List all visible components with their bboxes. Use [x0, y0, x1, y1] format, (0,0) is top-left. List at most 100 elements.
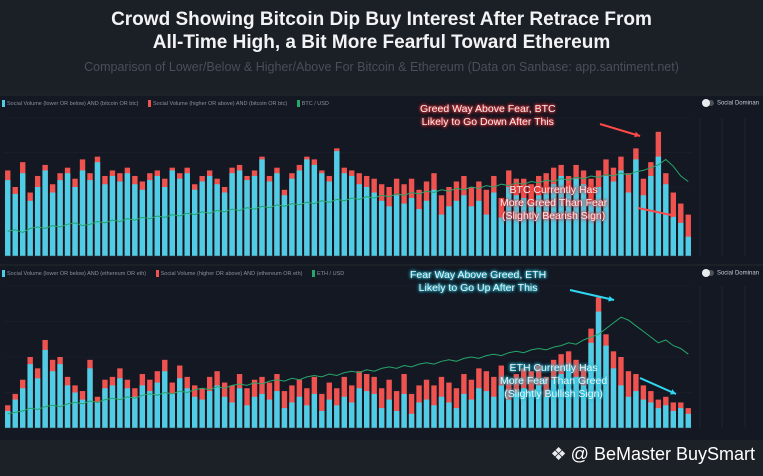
bar-fear [446, 206, 452, 256]
bar-fear [573, 178, 579, 256]
bar-fear [296, 396, 303, 428]
bar-fear [169, 393, 175, 428]
title-line-1: Crowd Showing Bitcoin Dip Buy Interest A… [111, 9, 652, 30]
bar-fear [311, 164, 318, 256]
bar-fear [431, 189, 437, 256]
bar-fear [64, 385, 71, 428]
bar-fear [326, 181, 332, 256]
bar-fear [506, 399, 512, 428]
bar-fear [416, 402, 422, 428]
bar-fear [49, 371, 56, 428]
bar-fear [648, 402, 654, 428]
eth-annotation-bottom: ETH Currently Has More Fear Than Greed (Sl… [500, 362, 608, 400]
bar-fear [221, 396, 228, 428]
bar-fear [498, 385, 504, 428]
bar-fear [655, 156, 662, 256]
bar-fear [610, 181, 617, 256]
bar-fear [169, 170, 175, 256]
bar-fear [536, 195, 542, 256]
bar-fear [42, 349, 48, 428]
bar-fear [27, 364, 33, 428]
bar-fear [49, 192, 56, 256]
bar-fear [177, 178, 183, 256]
bar-fear [289, 402, 295, 428]
bar-fear [139, 385, 146, 428]
bar-fear [266, 181, 273, 256]
btc-legend-fear: Social Volume (lower OR below) AND (bitc… [2, 100, 138, 107]
toggle-switch-icon[interactable] [701, 99, 714, 107]
bar-fear [438, 396, 445, 428]
bar-fear [618, 385, 624, 428]
bar-fear [192, 396, 198, 428]
bar-fear [132, 396, 138, 428]
bar-fear [378, 200, 385, 256]
eth-arrow-top-head [608, 296, 614, 302]
btc-legend: Social Volume (lower OR below) AND (bitc… [2, 100, 337, 112]
bar-fear [513, 393, 519, 428]
bar-fear [393, 410, 400, 428]
bar-fear [319, 410, 325, 428]
bar-fear [423, 399, 430, 428]
bar-fear [364, 391, 370, 428]
bar-fear [491, 396, 497, 428]
bar-fear [640, 399, 647, 428]
bar-fear [618, 170, 624, 256]
bar-fear [162, 371, 168, 428]
bar-fear [304, 405, 310, 428]
bar-fear [431, 405, 437, 428]
bar-fear [326, 399, 332, 428]
btc-panel: Social Volume (lower OR below) AND (bitc… [0, 96, 763, 264]
bar-fear [416, 209, 422, 256]
social-dominance-toggle-2[interactable]: Social Dominan [701, 269, 759, 277]
toggle-switch-icon[interactable] [701, 269, 714, 277]
bar-fear [304, 159, 310, 256]
bar-fear [109, 385, 116, 428]
bar-fear [476, 388, 482, 428]
bar-fear [678, 222, 684, 256]
eth-legend-greed: Social Volume (higher OR above) AND (eth… [155, 270, 302, 277]
bar-fear [446, 402, 452, 428]
eth-chart [4, 285, 746, 429]
bar-fear [655, 408, 662, 428]
bar-fear [625, 396, 632, 428]
bar-fear [506, 187, 512, 256]
social-dominance-toggle[interactable]: Social Dominan [701, 99, 759, 107]
bar-fear [259, 393, 265, 428]
bar-fear [12, 193, 18, 256]
bar-fear [513, 195, 519, 256]
bar-fear [117, 181, 123, 256]
btc-arrow-bottom [637, 207, 677, 217]
bar-fear [386, 399, 392, 428]
bar-fear [221, 192, 228, 256]
bar-fear [461, 393, 467, 428]
bar-fear [214, 184, 220, 256]
bar-fear [79, 170, 86, 256]
bar-fear [162, 187, 168, 256]
bar-fear [461, 195, 467, 256]
bar-fear [528, 203, 534, 256]
bar-fear [229, 402, 235, 428]
bar-fear [483, 391, 490, 428]
bar-fear [595, 311, 602, 428]
bar-fear [663, 405, 669, 428]
bar-fear [521, 388, 527, 428]
bar-fear [386, 206, 392, 256]
bar-fear [289, 178, 295, 256]
bar-fear [521, 198, 527, 256]
bar-fear [483, 214, 490, 256]
bar-fear [199, 399, 205, 428]
bar-fear [371, 393, 377, 428]
bar-fear [236, 388, 243, 428]
title-line-2: All-Time High, a Bit More Fearful Toward… [152, 32, 611, 53]
bar-fear [550, 184, 557, 256]
bar-fear [251, 396, 258, 428]
bar-fear [147, 180, 153, 256]
footer [0, 440, 763, 476]
bar-fear [498, 217, 504, 256]
bar-fear [296, 170, 303, 256]
bar-fear [468, 399, 475, 428]
header: Crowd Showing Bitcoin Dip Buy Interest A… [0, 0, 763, 90]
bar-fear [102, 388, 108, 428]
bar-fear [408, 413, 415, 428]
bar-fear [184, 173, 190, 256]
